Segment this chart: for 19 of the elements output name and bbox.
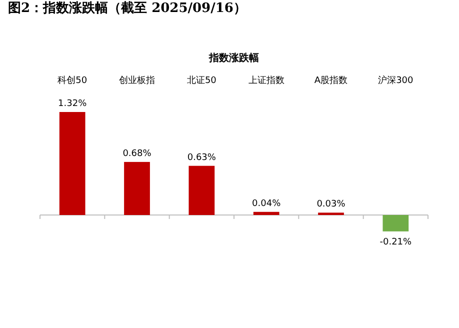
data-label: 0.68% — [122, 148, 152, 159]
x-tick-label: 北证50 — [186, 75, 217, 86]
x-tick-label: 创业板指 — [119, 75, 155, 86]
chart-subtitle: 指数涨跌幅 — [208, 52, 259, 64]
bar — [382, 215, 409, 232]
data-label: 1.32% — [58, 99, 88, 109]
bar — [59, 112, 86, 215]
data-label: -0.21% — [380, 237, 412, 248]
data-label: 0.63% — [187, 152, 216, 163]
bar — [124, 162, 150, 215]
x-tick-label: 沪深300 — [378, 75, 414, 86]
bar — [253, 212, 280, 215]
bar — [188, 166, 215, 215]
data-label: 0.03% — [316, 200, 346, 210]
chart-title: 图2：指数涨跌幅（截至 2025/09/16） — [8, 1, 246, 16]
x-tick-label: 上证指数 — [248, 75, 284, 86]
x-tick-label: 科创50 — [58, 75, 88, 86]
data-label: 0.04% — [252, 198, 282, 209]
x-tick-label: A股指数 — [314, 75, 348, 86]
